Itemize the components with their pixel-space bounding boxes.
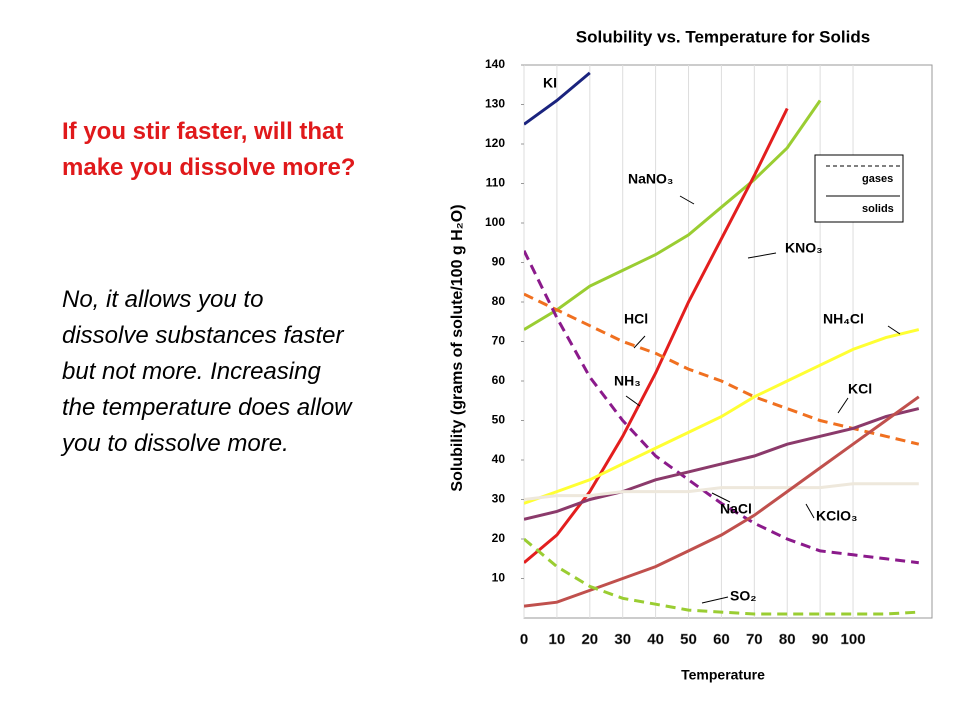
series-label: KI [543,75,557,91]
leader-line [711,492,731,503]
y-tick-label: 50 [492,413,506,427]
y-tick-label: 100 [485,215,505,229]
series-label: NH₃ [614,373,641,389]
x-tick-label: 20 [581,631,598,648]
x-tick-label: 0 [520,631,528,648]
series-label: NaCl [720,501,752,517]
x-tick-label: 10 [549,631,566,648]
series-line [524,99,822,331]
y-tick-label: 120 [485,136,505,150]
series-line [524,537,919,616]
series-label: NaNO₃ [628,171,673,187]
x-tick-label: 90 [812,631,829,648]
y-tick-label: 90 [492,255,506,269]
leader-line [625,395,641,407]
series-label: KClO₃ [816,508,857,524]
x-tick-label: 60 [713,631,730,648]
lines [524,71,920,616]
series-line [524,328,920,505]
leader-line [633,335,646,349]
y-tick-label: 70 [492,334,506,348]
y-tick-label: 110 [486,176,506,190]
series-line [524,107,789,564]
series-label: HCl [624,311,648,327]
leader-line [805,503,815,519]
question: If you stir faster, will that make you d… [62,118,356,181]
series-line [524,482,919,501]
y-tick-label: 20 [492,531,506,545]
x-axis-label: Temperature [681,667,765,683]
series-label: SO₂ [730,588,756,604]
series-line [524,250,919,565]
leader-line [837,397,849,414]
y-tick-label: 60 [492,373,506,387]
x-tick-label: 30 [614,631,631,648]
series-line [524,407,920,521]
y-tick-label: 80 [492,294,506,308]
legend-label: gases [862,173,893,185]
answer: No, it allows you to dissolve substances… [62,286,352,457]
series-line [524,71,591,126]
series-label: NH₄Cl [823,311,864,327]
y-tick-label: 40 [492,452,506,466]
leader-line [701,596,729,604]
chart-title: Solubility vs. Temperature for Solids [576,27,870,46]
x-tick-label: 70 [746,631,763,648]
y-axis-label: Solubility (grams of solute/100 g H₂O) [449,204,466,491]
y-tick-label: 130 [485,97,505,111]
x-tick-label: 50 [680,631,697,648]
series-line [524,395,920,608]
series-label: KCl [848,381,872,397]
leader-line [887,325,901,335]
leader-line [679,195,695,205]
x-tick-label: 40 [647,631,664,648]
series-label: KNO₃ [785,240,823,256]
x-tick-label: 100 [841,631,866,648]
y-tick-label: 30 [492,492,506,506]
x-tick-label: 80 [779,631,796,648]
y-tick-label: 140 [485,57,505,71]
leader-line [747,252,777,259]
legend-label: solids [862,203,894,215]
y-tick-label: 10 [492,571,506,585]
